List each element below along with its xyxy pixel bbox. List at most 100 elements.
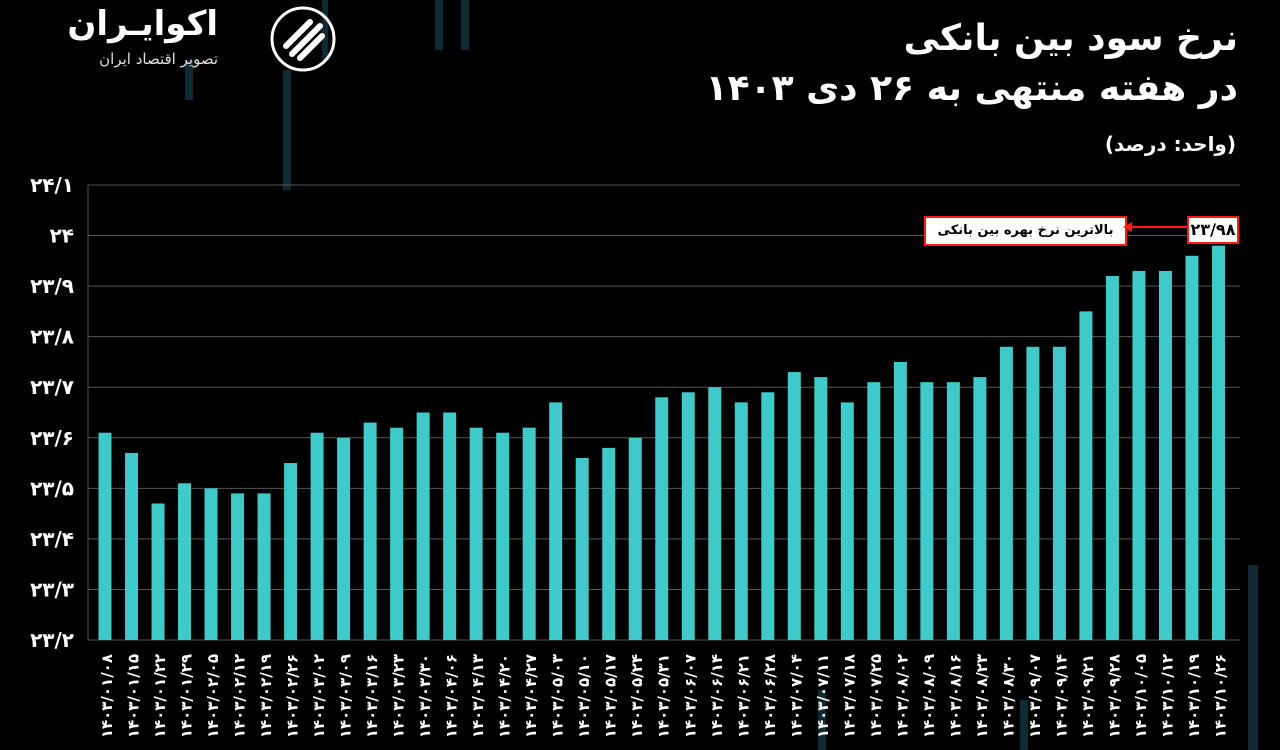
x-tick-label: ۱۴۰۳/۰۲/۱۹ xyxy=(257,654,275,738)
bar xyxy=(496,432,510,640)
x-tick-label: ۱۴۰۳/۱۰/۱۲ xyxy=(1158,654,1176,738)
bar xyxy=(655,397,669,640)
y-axis-ticks: ۲۳/۲ ۲۳/۳ ۲۳/۴ ۲۳/۵ ۲۳/۶ ۲۳/۷ ۲۳/۸ ۲۳/۹ ۲۴ ۲۴/۱ xyxy=(30,173,74,652)
bar xyxy=(575,458,589,640)
bar xyxy=(284,463,298,640)
x-tick-label: ۱۴۰۳/۰۳/۱۶ xyxy=(363,654,381,738)
bar xyxy=(628,437,642,640)
bar xyxy=(840,402,854,640)
bar xyxy=(469,427,483,640)
x-tick-label: ۱۴۰۳/۰۷/۲۵ xyxy=(867,654,885,738)
x-tick-label: ۱۴۰۳/۰۱/۲۹ xyxy=(178,654,196,738)
x-tick-label: ۱۴۰۳/۰۴/۲۷ xyxy=(522,654,540,738)
x-tick-label: ۱۴۰۳/۰۹/۲۸ xyxy=(1105,654,1123,738)
chart-title-line2: در هفته منتهی به ۲۶ دی ۱۴۰۳ xyxy=(705,68,1238,109)
x-tick-label: ۱۴۰۳/۰۲/۰۵ xyxy=(204,654,222,738)
bar xyxy=(231,493,245,640)
x-axis-ticks: ۱۴۰۳/۰۱/۰۸ ۱۴۰۳/۰۱/۱۵ ۱۴۰۳/۰۱/۲۲ ۱۴۰۳/۰۱/۲۹… xyxy=(98,654,1229,738)
y-tick-label: ۲۳/۷ xyxy=(30,375,74,399)
x-tick-label: ۱۴۰۳/۰۲/۱۲ xyxy=(231,654,249,738)
x-tick-label: ۱۴۰۳/۰۷/۰۴ xyxy=(787,654,805,738)
bar xyxy=(443,412,457,640)
x-tick-label: ۱۴۰۳/۰۵/۲۴ xyxy=(628,654,646,738)
x-tick-label: ۱۴۰۳/۰۴/۱۳ xyxy=(469,654,487,738)
annotation-arrow-icon xyxy=(1123,222,1189,232)
bar xyxy=(363,422,377,640)
x-tick-label: ۱۴۰۳/۰۴/۲۰ xyxy=(496,654,514,738)
x-tick-label: ۱۴۰۳/۰۳/۰۲ xyxy=(310,654,328,738)
x-tick-label: ۱۴۰۳/۰۲/۲۶ xyxy=(284,654,302,738)
x-tick-label: ۱۴۰۳/۱۰/۰۵ xyxy=(1132,654,1150,738)
y-tick-label: ۲۳/۳ xyxy=(30,577,74,601)
y-tick-label: ۲۳/۵ xyxy=(30,476,74,500)
bar xyxy=(1052,346,1066,640)
bar xyxy=(1079,311,1093,640)
x-tick-label: ۱۴۰۳/۰۶/۱۴ xyxy=(708,654,726,738)
bar xyxy=(946,382,960,640)
bar xyxy=(522,427,536,640)
chart-title-line1: نرخ سود بین بانکی xyxy=(903,18,1238,59)
bar xyxy=(125,452,139,640)
bar xyxy=(390,427,404,640)
bar xyxy=(1026,346,1040,640)
x-tick-label: ۱۴۰۳/۱۰/۱۹ xyxy=(1185,654,1203,738)
bars xyxy=(98,245,1225,640)
x-tick-label: ۱۴۰۳/۰۳/۰۹ xyxy=(337,654,355,738)
x-tick-label: ۱۴۰۳/۰۸/۲۳ xyxy=(973,654,991,738)
x-tick-label: ۱۴۰۳/۰۶/۰۷ xyxy=(681,654,699,738)
brand-tagline: تصویر اقتصاد ایران xyxy=(99,50,218,68)
bar xyxy=(178,483,192,640)
x-tick-label: ۱۴۰۳/۰۵/۳۱ xyxy=(655,654,673,738)
x-tick-label: ۱۴۰۳/۰۱/۲۲ xyxy=(151,654,169,738)
x-tick-label: ۱۴۰۳/۰۶/۲۱ xyxy=(734,654,752,738)
x-tick-label: ۱۴۰۳/۰۹/۰۷ xyxy=(1026,654,1044,738)
x-tick-label: ۱۴۰۳/۰۹/۲۱ xyxy=(1079,654,1097,738)
brand-name: اکوایـران xyxy=(67,4,218,44)
x-tick-label: ۱۴۰۳/۰۱/۱۵ xyxy=(125,654,143,738)
bar xyxy=(204,488,218,640)
annotation-value: ۲۳/۹۸ xyxy=(1187,216,1239,244)
x-tick-label: ۱۴۰۳/۰۸/۰۲ xyxy=(893,654,911,738)
bar xyxy=(708,387,722,640)
annotation-label: بالاترین نرخ بهره بین بانکی xyxy=(924,216,1127,246)
bar xyxy=(257,493,271,640)
bar xyxy=(734,402,748,640)
x-tick-label: ۱۴۰۳/۰۳/۲۳ xyxy=(390,654,408,738)
bar xyxy=(151,503,165,640)
chart-title: نرخ سود بین بانکی در هفته منتهی به ۲۶ دی… xyxy=(706,14,1238,114)
bar xyxy=(681,392,695,640)
brand-logo[interactable]: اکوایـران تصویر اقتصاد ایران xyxy=(48,4,336,76)
x-tick-label: ۱۴۰۳/۰۸/۱۶ xyxy=(946,654,964,738)
y-tick-label: ۲۳/۴ xyxy=(30,527,74,551)
bar xyxy=(1211,245,1225,640)
bar xyxy=(98,432,112,640)
x-tick-label: ۱۴۰۳/۰۳/۳۰ xyxy=(416,654,434,738)
bar xyxy=(814,377,828,640)
bar xyxy=(310,432,324,640)
x-tick-label: ۱۴۰۳/۰۵/۰۳ xyxy=(549,654,567,738)
bar xyxy=(549,402,563,640)
bar xyxy=(761,392,775,640)
y-tick-label: ۲۳/۹ xyxy=(30,274,74,298)
bar xyxy=(920,382,934,640)
x-tick-label: ۱۴۰۳/۰۵/۱۷ xyxy=(602,654,620,738)
bar xyxy=(1132,270,1146,640)
bar xyxy=(416,412,430,640)
bar xyxy=(867,382,881,640)
x-tick-label: ۱۴۰۳/۰۷/۱۱ xyxy=(814,654,832,738)
x-tick-label: ۱۴۰۳/۰۸/۳۰ xyxy=(999,654,1017,738)
bar xyxy=(999,346,1013,640)
x-tick-label: ۱۴۰۳/۰۸/۰۹ xyxy=(920,654,938,738)
x-tick-label: ۱۴۰۳/۰۵/۱۰ xyxy=(575,654,593,738)
x-tick-label: ۱۴۰۳/۰۷/۱۸ xyxy=(840,654,858,738)
x-tick-label: ۱۴۰۳/۰۱/۰۸ xyxy=(98,654,116,738)
bar xyxy=(973,377,987,640)
x-tick-label: ۱۴۰۳/۰۴/۰۶ xyxy=(443,654,461,738)
y-tick-label: ۲۴/۱ xyxy=(30,173,74,197)
bar xyxy=(787,372,801,640)
bar xyxy=(1158,270,1172,640)
bar xyxy=(602,447,616,640)
y-tick-label: ۲۴ xyxy=(50,224,74,248)
unit-label: (واحد: درصد) xyxy=(1104,132,1236,156)
x-tick-label: ۱۴۰۳/۰۹/۱۴ xyxy=(1052,654,1070,738)
